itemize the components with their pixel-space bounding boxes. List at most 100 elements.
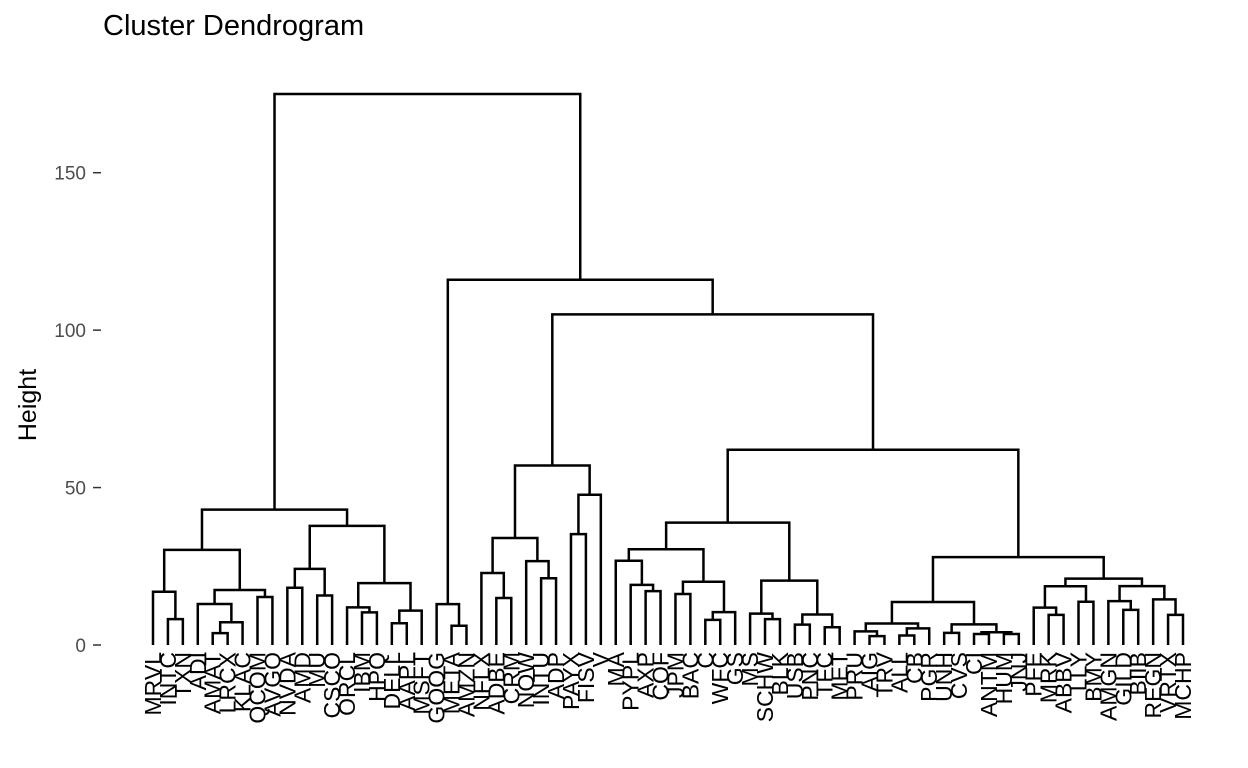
leaf-label: PRU xyxy=(842,652,868,701)
chart-title: Cluster Dendrogram xyxy=(103,10,365,42)
leaf-label: PFE xyxy=(1021,652,1047,697)
dendrogram-link xyxy=(763,617,782,645)
dendrogram-link xyxy=(315,594,334,645)
y-tick-label: 50 xyxy=(65,479,86,500)
dendrogram-link xyxy=(890,600,976,625)
leaf-label: LLY xyxy=(1066,652,1092,691)
dendrogram-link xyxy=(905,627,931,645)
leaf-label: GILD xyxy=(1110,652,1136,706)
leaf-label: IBM xyxy=(349,652,375,693)
leaf-label: NOW xyxy=(513,652,539,709)
leaf-label: ALL xyxy=(886,652,912,693)
dendrogram-link xyxy=(853,630,879,645)
leaf-label: MRVL xyxy=(140,652,166,716)
leaf-label: QCOM xyxy=(244,652,270,724)
leaf-label: CRM xyxy=(498,652,524,704)
leaf-label: DELL xyxy=(379,652,405,710)
dendrogram-link xyxy=(823,625,841,645)
dendrogram-link xyxy=(308,524,386,584)
leaf-label: VRTX xyxy=(1155,652,1181,713)
leaf-label: TFC xyxy=(812,652,838,697)
y-tick-label: 100 xyxy=(54,321,86,342)
leaf-label: COF xyxy=(648,652,674,701)
dendrogram-link xyxy=(614,559,644,645)
dendrogram-link xyxy=(166,617,185,645)
dendrogram-link xyxy=(1166,613,1185,645)
dendrogram-links xyxy=(151,92,1185,645)
leaf-label: MCHP xyxy=(1170,652,1196,720)
leaf-label: AVGO xyxy=(259,652,285,717)
dendrogram-link xyxy=(674,592,692,645)
dendrogram-link xyxy=(196,602,233,645)
leaf-label: NFLX xyxy=(468,652,494,711)
dendrogram-link xyxy=(213,588,267,605)
dendrogram-link xyxy=(1122,608,1140,645)
dendrogram-link xyxy=(539,577,558,645)
dendrogram-link xyxy=(345,606,371,645)
dendrogram-link xyxy=(726,448,1020,558)
leaf-label: MRK xyxy=(1036,651,1062,703)
leaf-label: HPQ xyxy=(364,652,390,702)
leaf-label: KLAC xyxy=(230,652,256,712)
y-axis-label: Height xyxy=(14,369,42,441)
leaf-label: CVS xyxy=(946,652,972,699)
leaf-label: JNJ xyxy=(1006,652,1032,692)
leaf-label: PNC xyxy=(797,652,823,701)
leaf-label: BLK xyxy=(767,651,793,695)
leaf-label: C xyxy=(692,652,718,669)
leaf-label: JPM xyxy=(662,652,688,698)
dendrogram-link xyxy=(1151,598,1177,645)
leaf-label: META xyxy=(439,651,465,714)
dendrogram-link xyxy=(360,611,379,645)
dendrogram-link xyxy=(200,508,349,550)
leaf-label: AMZN xyxy=(453,652,479,717)
leaf-label: BAC xyxy=(677,652,703,699)
leaf-label: MU xyxy=(304,652,330,688)
leaf-label: AAPL xyxy=(394,652,420,711)
leaf-label: MA xyxy=(603,651,629,686)
leaf-label: UNH xyxy=(931,652,957,702)
leaf-label: GOOG xyxy=(424,652,450,724)
dendrogram-link xyxy=(868,634,886,645)
dendrogram-link xyxy=(793,623,812,645)
dendrogram-link xyxy=(398,609,423,645)
leaf-label: PYPL xyxy=(618,652,644,711)
dendrogram-link xyxy=(211,631,229,645)
dendrogram-link xyxy=(524,559,550,645)
dendrogram-link xyxy=(286,586,304,645)
leaf-label: CI xyxy=(961,652,987,675)
dendrogram-link xyxy=(942,631,961,645)
dendrogram-link xyxy=(293,567,326,596)
dendrogram-link xyxy=(1064,577,1144,587)
dendrogram-link xyxy=(627,548,705,582)
leaf-label: PGR xyxy=(916,652,942,702)
leaf-label: AMAT xyxy=(200,652,226,714)
dendrogram-link xyxy=(681,580,726,613)
dendrogram-link xyxy=(162,548,242,592)
leaf-label: AXP xyxy=(633,652,659,698)
leaf-label: BMY xyxy=(1080,652,1106,702)
leaf-label: LRCX xyxy=(215,652,241,713)
leaf-label: TXN xyxy=(170,652,196,698)
dendrogram-link xyxy=(390,622,409,645)
dendrogram-link xyxy=(577,493,603,645)
dendrogram-link xyxy=(704,618,722,645)
leaf-label: ADBE xyxy=(483,652,509,715)
dendrogram-link xyxy=(711,610,737,645)
leaf-label: HUM xyxy=(991,652,1017,704)
leaf-label: MET xyxy=(827,652,853,701)
leaf-label: WFC xyxy=(707,652,733,704)
leaf-label: GS xyxy=(722,652,748,685)
leaf-label: FISV xyxy=(573,651,599,703)
leaf-label: CB xyxy=(901,652,927,684)
dendrogram-link xyxy=(569,532,588,645)
dendrogram-link xyxy=(495,596,513,645)
leaf-label: ANTM xyxy=(976,652,1002,717)
dendrogram-link xyxy=(357,581,412,611)
dendrogram-link xyxy=(629,583,655,645)
leaf-label: PAYX xyxy=(558,652,584,710)
dendrogram-link xyxy=(1002,632,1021,645)
dendrogram-link xyxy=(1047,613,1065,645)
leaf-label: TRV xyxy=(871,651,897,697)
